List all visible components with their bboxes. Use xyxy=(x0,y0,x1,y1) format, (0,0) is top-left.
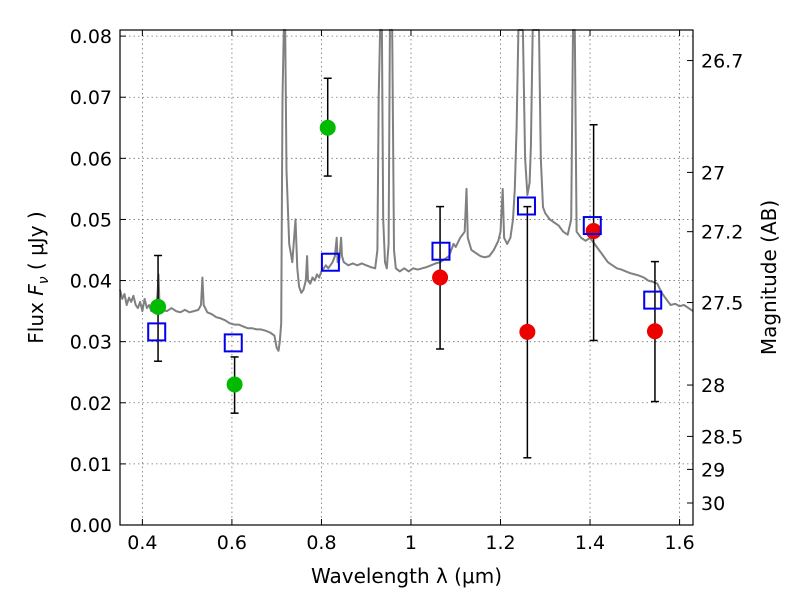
model-point xyxy=(320,252,340,272)
data-point xyxy=(585,223,602,240)
y-tick-label: 0.04 xyxy=(70,271,112,293)
data-markers xyxy=(147,119,663,393)
y-tick-label: 0.00 xyxy=(70,515,112,537)
y-tick-label: 0.06 xyxy=(70,148,112,170)
right-tick-label: 27.2 xyxy=(701,222,743,244)
data-point xyxy=(646,323,663,340)
right-tick-label: 28.5 xyxy=(701,426,743,448)
y-tick-label: 0.03 xyxy=(70,332,112,354)
x-tick-label: 0.8 xyxy=(306,532,336,554)
model-point xyxy=(223,333,243,353)
x-tick-label: 0.4 xyxy=(127,532,157,554)
x-tick-label: 1.2 xyxy=(485,532,515,554)
data-point xyxy=(519,323,536,340)
model-point xyxy=(643,290,663,310)
spectrum-line xyxy=(119,29,694,352)
right-tick-label: 27.5 xyxy=(701,293,743,315)
model-point xyxy=(582,216,602,236)
x-tick-label: 1.6 xyxy=(664,532,694,554)
right-axis-label: Magnitude (AB) xyxy=(757,200,781,355)
x-tick-label: 1 xyxy=(405,532,417,554)
right-tick-label: 28 xyxy=(701,375,725,397)
y-axis-label: Flux Fν ( μJy ) xyxy=(24,211,52,343)
model-point xyxy=(431,241,451,261)
data-point xyxy=(319,119,336,136)
x-tick-label: 1.4 xyxy=(575,532,605,554)
data-point xyxy=(432,269,449,286)
y-tick-label: 0.02 xyxy=(70,393,112,415)
y-tick-label: 0.07 xyxy=(70,87,112,109)
error-bars xyxy=(154,77,659,459)
right-tick-label: 30 xyxy=(701,493,725,515)
y-axis-label-symbol: F xyxy=(24,284,48,296)
x-axis-label: Wavelength λ (μm) xyxy=(311,564,502,588)
data-point xyxy=(226,376,243,393)
axis-ticks: 0.4 0.6 0.8 1 1.2 1.4 1.6 0.00 0.01 0.02 0.03 0.04 0… xyxy=(70,26,744,554)
spectrum xyxy=(119,29,694,352)
model-point xyxy=(516,196,536,216)
model-point xyxy=(147,322,167,342)
y-tick-label: 0.08 xyxy=(70,26,112,48)
data-point xyxy=(150,298,167,315)
grid xyxy=(120,30,693,526)
y-axis-label-pre: Flux xyxy=(24,296,48,344)
y-tick-label: 0.01 xyxy=(70,454,112,476)
right-tick-label: 29 xyxy=(701,459,725,481)
y-axis-label-post: ( μJy ) xyxy=(24,211,48,276)
right-tick-label: 27 xyxy=(701,162,725,184)
x-tick-label: 0.6 xyxy=(217,532,247,554)
y-tick-label: 0.05 xyxy=(70,209,112,231)
y-axis-label-subscript: ν xyxy=(36,276,52,284)
plot-frame xyxy=(119,29,694,526)
right-tick-label: 26.7 xyxy=(701,51,743,73)
